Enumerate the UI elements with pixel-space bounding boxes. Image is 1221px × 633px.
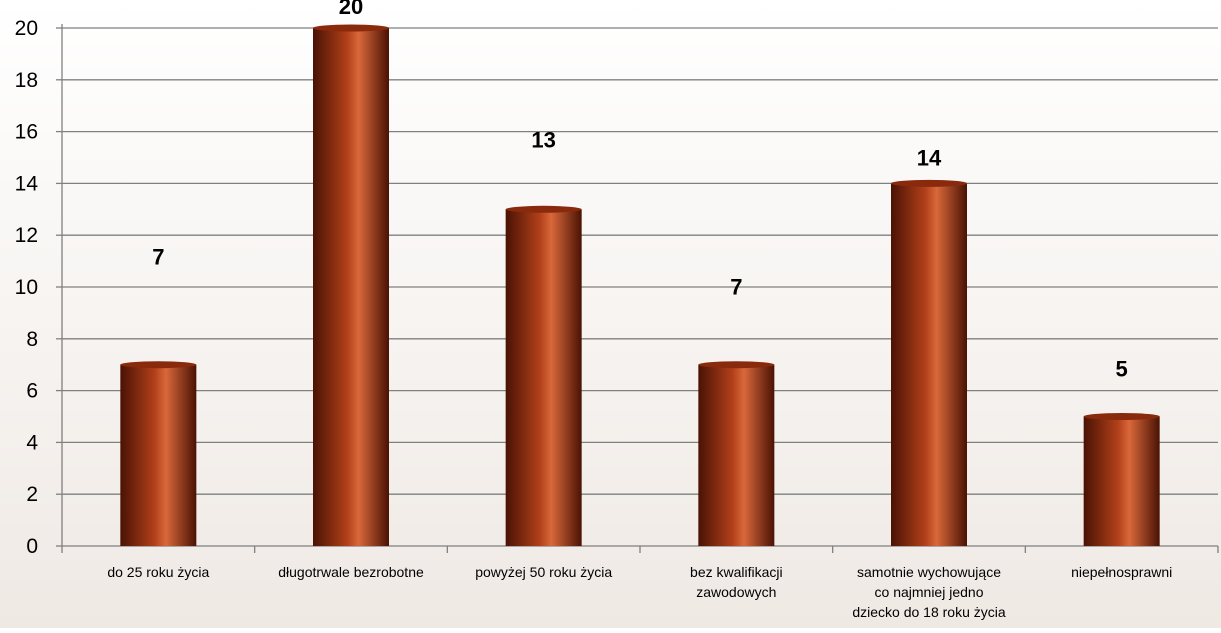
- bar: [505, 205, 582, 547]
- x-tick-label-line: dziecko do 18 roku życia: [852, 604, 1006, 620]
- x-tick-label: samotnie wychowujące co najmniej jedno dzi…: [852, 564, 1006, 620]
- x-axis-tick-labels: do 25 roku życia długotrwale bezrobotne po…: [107, 564, 1172, 620]
- y-tick-label: 8: [26, 328, 38, 351]
- bars: [120, 24, 1160, 547]
- bar-cap: [891, 179, 967, 187]
- gridlines: [62, 27, 1218, 495]
- bar-body: [505, 209, 582, 547]
- y-tick-label: 0: [26, 535, 38, 558]
- y-tick-label: 6: [26, 380, 38, 403]
- y-axis-tick-labels: 0 2 4 6 8 10 12 14 16 18 20: [15, 17, 39, 558]
- x-tick-label-line: powyżej 50 roku życia: [475, 564, 612, 580]
- y-tick-label: 16: [15, 121, 38, 144]
- bar-cap: [120, 361, 197, 369]
- y-tick-label: 4: [26, 431, 38, 454]
- x-tick-label-line: długotrwale bezrobotne: [278, 564, 424, 580]
- bar-body: [891, 183, 967, 546]
- x-tick-label: powyżej 50 roku życia: [475, 564, 612, 580]
- bar: [120, 361, 197, 546]
- x-tick-label-line: do 25 roku życia: [107, 564, 209, 580]
- bar: [1083, 413, 1160, 546]
- y-tick-label: 14: [15, 172, 39, 195]
- x-tick-label-line: bez kwalifikacji: [690, 564, 783, 580]
- y-tick-label: 20: [15, 17, 38, 40]
- bar-cap: [698, 361, 775, 369]
- bar-body: [1083, 416, 1160, 546]
- bar: [698, 361, 775, 546]
- axes: [56, 24, 1219, 553]
- y-tick-label: 10: [15, 276, 38, 299]
- y-tick-label: 12: [15, 224, 38, 247]
- x-tick-label-line: co najmniej jedno: [875, 584, 984, 600]
- bar: [313, 24, 389, 546]
- data-labels: 7 20 13 7 14 5: [152, 0, 1128, 382]
- x-tick-label-line: niepełnosprawni: [1071, 564, 1172, 580]
- bar-body: [120, 364, 197, 546]
- data-label: 5: [1116, 357, 1128, 382]
- bar-cap: [313, 24, 389, 32]
- data-label: 7: [152, 245, 164, 270]
- data-label: 14: [917, 145, 942, 170]
- x-tick-label: do 25 roku życia: [107, 564, 209, 580]
- bar-cap: [1083, 413, 1160, 420]
- bar: [891, 179, 967, 546]
- x-tick-label: długotrwale bezrobotne: [278, 564, 424, 580]
- y-tick-label: 2: [26, 483, 38, 506]
- x-tick-label-line: zawodowych: [696, 584, 776, 600]
- y-tick-label: 18: [15, 69, 38, 92]
- data-label: 13: [531, 127, 555, 152]
- data-label: 7: [730, 275, 742, 300]
- bar-body: [698, 364, 775, 546]
- x-tick-label: niepełnosprawni: [1071, 564, 1172, 580]
- x-tick-label: bez kwalifikacji zawodowych: [690, 564, 783, 600]
- bar-body: [313, 28, 389, 546]
- x-tick-label-line: samotnie wychowujące: [857, 564, 1001, 580]
- data-label: 20: [339, 0, 363, 19]
- bar-cap: [505, 205, 582, 213]
